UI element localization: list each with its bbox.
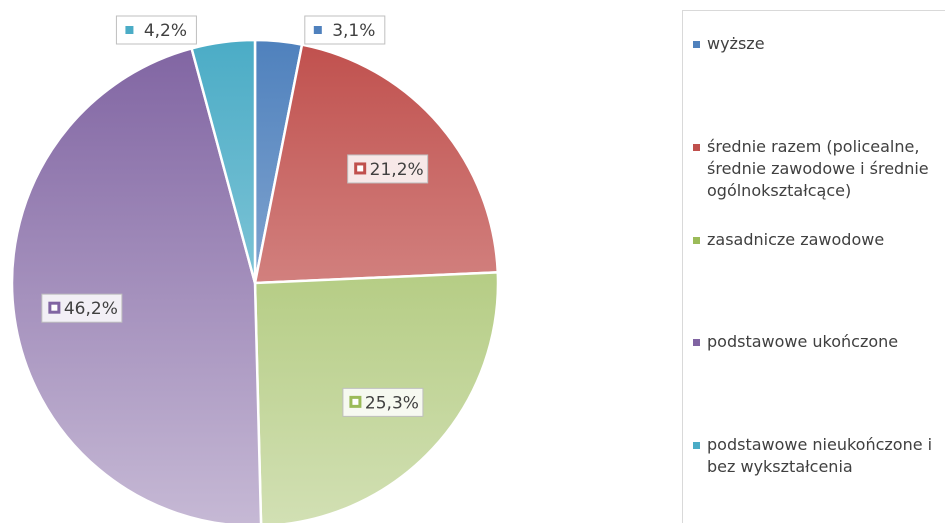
legend-label: średnie razem (policealne, średnie zawod… — [707, 137, 929, 200]
legend-item: podstawowe ukończone — [693, 331, 945, 353]
data-label: 25,3% — [365, 393, 419, 413]
legend-item: wyższe — [693, 33, 945, 55]
data-label: 21,2% — [370, 160, 424, 180]
label-key — [48, 301, 61, 314]
legend-label: podstawowe ukończone — [707, 332, 899, 351]
legend-key — [693, 237, 700, 244]
legend-label: wyższe — [707, 34, 765, 53]
pie-slice — [10, 46, 263, 523]
legend-key — [693, 339, 700, 346]
data-label: 3,1% — [332, 21, 375, 41]
legend-label: zasadnicze zawodowe — [707, 230, 885, 249]
legend-item: zasadnicze zawodowe — [693, 229, 945, 251]
data-label: 46,2% — [64, 299, 118, 319]
legend: wyższe średnie razem (policealne, średnie… — [682, 10, 945, 523]
legend-label: podstawowe nieukończone i bez wykształce… — [707, 435, 933, 476]
pie-slice — [190, 38, 257, 284]
pie-area: 3,1% 21,2% 25,3% 46,2% 4,2% — [10, 15, 500, 523]
legend-key — [693, 41, 700, 48]
legend-item: średnie razem (policealne, średnie zawod… — [693, 136, 945, 202]
data-label: 4,2% — [144, 21, 187, 41]
label-key — [313, 26, 322, 34]
label-key — [354, 162, 367, 175]
legend-item: podstawowe nieukończone i bez wykształce… — [693, 434, 945, 478]
label-key — [125, 26, 134, 34]
label-key — [349, 395, 362, 408]
legend-key — [693, 144, 700, 151]
legend-key — [693, 442, 700, 449]
